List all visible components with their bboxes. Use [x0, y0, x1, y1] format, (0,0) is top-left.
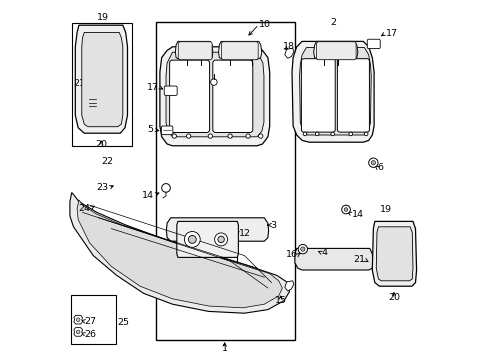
- Text: 6: 6: [376, 163, 382, 172]
- Circle shape: [76, 318, 80, 321]
- Text: 3: 3: [270, 220, 276, 230]
- Text: 17: 17: [385, 29, 397, 37]
- Bar: [178, 220, 237, 263]
- FancyBboxPatch shape: [221, 42, 258, 60]
- Circle shape: [300, 247, 305, 251]
- Polygon shape: [371, 221, 416, 286]
- Text: 24: 24: [78, 204, 90, 212]
- Circle shape: [344, 208, 347, 211]
- Circle shape: [370, 161, 375, 165]
- Polygon shape: [177, 221, 238, 257]
- Polygon shape: [75, 25, 127, 133]
- Circle shape: [186, 134, 190, 138]
- Polygon shape: [160, 47, 269, 146]
- FancyBboxPatch shape: [337, 59, 368, 132]
- Polygon shape: [294, 248, 373, 270]
- FancyBboxPatch shape: [164, 86, 177, 95]
- Polygon shape: [291, 41, 373, 142]
- Text: 26: 26: [84, 330, 96, 338]
- Circle shape: [172, 134, 176, 138]
- Bar: [71, 295, 116, 344]
- Circle shape: [214, 233, 227, 246]
- Polygon shape: [175, 41, 212, 59]
- Polygon shape: [284, 48, 293, 58]
- Text: 11: 11: [220, 69, 231, 78]
- Text: 4: 4: [321, 248, 327, 257]
- Circle shape: [258, 134, 263, 138]
- Text: 20: 20: [387, 292, 399, 302]
- Circle shape: [364, 132, 367, 136]
- Polygon shape: [375, 227, 412, 281]
- Circle shape: [303, 132, 306, 136]
- Text: 27: 27: [84, 317, 96, 325]
- Text: 18: 18: [283, 41, 295, 50]
- Text: 1: 1: [221, 344, 227, 353]
- Circle shape: [188, 235, 196, 243]
- Bar: [72, 23, 132, 146]
- Text: 9: 9: [228, 50, 234, 59]
- Text: 21: 21: [352, 256, 365, 264]
- Text: 22: 22: [101, 157, 113, 166]
- Circle shape: [184, 231, 200, 247]
- FancyBboxPatch shape: [316, 42, 355, 60]
- Circle shape: [315, 132, 318, 136]
- FancyBboxPatch shape: [161, 126, 172, 135]
- Polygon shape: [166, 218, 268, 241]
- Text: 23: 23: [96, 184, 108, 192]
- Circle shape: [368, 158, 377, 167]
- Circle shape: [218, 236, 224, 243]
- Text: 12: 12: [238, 229, 250, 238]
- Polygon shape: [299, 48, 370, 135]
- FancyBboxPatch shape: [212, 60, 252, 132]
- Polygon shape: [74, 315, 82, 324]
- Text: 17: 17: [146, 83, 159, 91]
- Polygon shape: [74, 328, 82, 336]
- Circle shape: [210, 79, 217, 85]
- Text: 20: 20: [95, 140, 107, 149]
- Circle shape: [227, 134, 232, 138]
- Circle shape: [330, 132, 334, 136]
- FancyBboxPatch shape: [169, 60, 209, 132]
- Circle shape: [245, 134, 250, 138]
- FancyBboxPatch shape: [366, 39, 380, 49]
- Text: 10: 10: [258, 20, 270, 29]
- Circle shape: [208, 134, 212, 138]
- Circle shape: [298, 244, 307, 254]
- Text: 13: 13: [205, 246, 218, 255]
- Text: 9: 9: [337, 61, 343, 70]
- Text: 7: 7: [250, 126, 256, 135]
- Text: 5: 5: [147, 125, 153, 134]
- Text: 16: 16: [285, 251, 297, 259]
- Text: 19: 19: [97, 13, 109, 22]
- Polygon shape: [166, 52, 264, 137]
- FancyBboxPatch shape: [178, 42, 212, 60]
- FancyBboxPatch shape: [301, 59, 335, 132]
- Text: 25: 25: [118, 318, 129, 327]
- Circle shape: [341, 205, 349, 214]
- Circle shape: [162, 184, 170, 192]
- Bar: [156, 22, 294, 340]
- Text: 14: 14: [142, 191, 153, 199]
- Text: 15: 15: [274, 296, 286, 305]
- Text: 19: 19: [379, 205, 391, 214]
- Circle shape: [76, 330, 80, 334]
- Polygon shape: [81, 32, 122, 127]
- Polygon shape: [77, 200, 282, 308]
- Text: 14: 14: [351, 210, 363, 219]
- Text: 8: 8: [305, 81, 311, 90]
- Polygon shape: [313, 41, 357, 59]
- Circle shape: [348, 132, 352, 136]
- Polygon shape: [284, 281, 293, 291]
- Polygon shape: [70, 193, 289, 313]
- Polygon shape: [218, 41, 261, 59]
- Text: 21: 21: [73, 79, 85, 88]
- Text: 2: 2: [330, 18, 336, 27]
